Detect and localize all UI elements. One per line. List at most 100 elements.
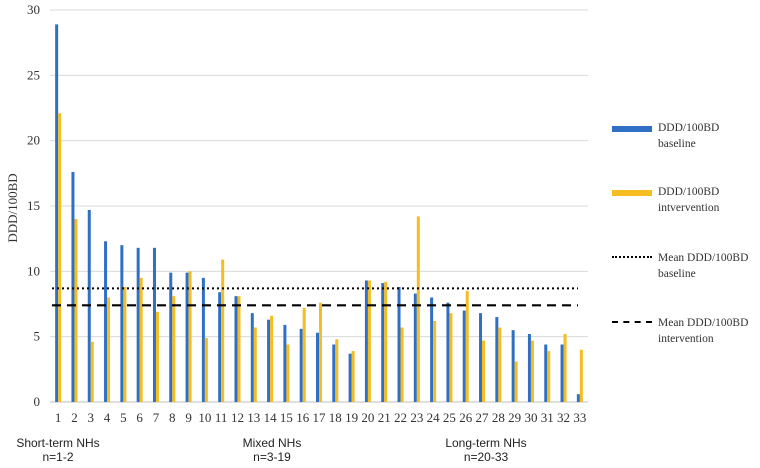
bar-intervention-8 <box>172 296 176 402</box>
reference-lines <box>52 287 578 307</box>
bar-intervention-24 <box>433 320 437 402</box>
legend-intervention-line1: DDD/100BD <box>658 186 720 198</box>
x-tick-label-7: 7 <box>153 410 160 425</box>
legend-text-intervention: DDD/100BD intvervention <box>658 184 758 216</box>
x-tick-label-11: 11 <box>215 410 228 425</box>
x-tick-label-5: 5 <box>120 410 127 425</box>
bar-intervention-17 <box>319 302 322 402</box>
bar-baseline-30 <box>527 334 531 402</box>
bar-intervention-3 <box>90 341 94 402</box>
bar-baseline-29 <box>511 330 515 402</box>
bar-intervention-32 <box>563 334 567 402</box>
x-tick-label-19: 19 <box>345 410 358 425</box>
x-tick-label-1: 1 <box>55 410 62 425</box>
x-tick-label-21: 21 <box>378 410 391 425</box>
group-label-short-term-range: n=1-2 <box>42 450 74 464</box>
x-tick-label-12: 12 <box>231 410 244 425</box>
bar-intervention-16 <box>302 307 306 402</box>
legend-swatch-mean-baseline <box>612 256 652 258</box>
x-tick-label-27: 27 <box>476 410 490 425</box>
x-tick-label-31: 31 <box>541 410 554 425</box>
bar-intervention-5 <box>123 287 127 402</box>
x-tick-label-28: 28 <box>492 410 505 425</box>
bar-intervention-6 <box>139 277 143 402</box>
bar-baseline-15 <box>283 324 287 402</box>
bar-baseline-20 <box>364 280 368 402</box>
bar-intervention-9 <box>188 271 192 402</box>
bar-baseline-23 <box>413 293 417 402</box>
legend-item-intervention: DDD/100BD intvervention <box>612 184 757 218</box>
bar-intervention-11 <box>221 259 225 402</box>
bar-baseline-31 <box>544 344 548 402</box>
x-tick-label-9: 9 <box>185 410 192 425</box>
y-tick-label-15: 15 <box>27 198 40 213</box>
bar-intervention-30 <box>530 340 534 402</box>
bar-intervention-15 <box>286 344 290 402</box>
bar-baseline-33 <box>576 394 580 402</box>
legend-item-baseline: DDD/100BD baseline <box>612 120 757 154</box>
bars <box>55 24 583 403</box>
legend-text-mean-intervention: Mean DDD/100BD intervention <box>658 315 758 347</box>
bar-baseline-25 <box>446 302 450 402</box>
bar-baseline-4 <box>104 241 108 402</box>
legend-swatch-mean-intervention <box>612 321 652 323</box>
legend-item-mean-baseline: Mean DDD/100BD baseline <box>612 250 757 284</box>
bar-baseline-8 <box>169 272 173 402</box>
y-tick-label-0: 0 <box>34 394 41 409</box>
bar-intervention-4 <box>107 297 111 402</box>
x-axis-ticks: 1 2 3 4 5 6 7 8 9 10 11 12 13 14 15 16 17 18 19 20 21 22 23 24 2… <box>55 410 586 425</box>
y-tick-label-20: 20 <box>27 133 40 148</box>
group-label-long-term: Long-term NHs n=20-33 <box>436 436 536 464</box>
x-tick-label-16: 16 <box>296 410 310 425</box>
x-tick-label-22: 22 <box>394 410 407 425</box>
x-tick-label-25: 25 <box>443 410 456 425</box>
bar-baseline-13 <box>250 313 254 402</box>
legend-mean-intervention-line2: intervention <box>658 333 714 345</box>
bar-baseline-14 <box>267 319 271 402</box>
bar-baseline-16 <box>299 328 303 402</box>
x-tick-label-14: 14 <box>264 410 278 425</box>
x-tick-label-3: 3 <box>88 410 95 425</box>
bar-baseline-2 <box>71 172 75 402</box>
bar-baseline-12 <box>234 296 238 402</box>
group-label-short-term-title: Short-term NHs <box>16 436 100 450</box>
bar-baseline-18 <box>332 344 336 402</box>
bar-intervention-27 <box>482 340 486 402</box>
bar-intervention-26 <box>465 290 469 402</box>
bar-intervention-18 <box>335 339 339 402</box>
group-label-short-term: Short-term NHs n=1-2 <box>10 436 106 464</box>
group-label-mixed-range: n=3-19 <box>253 450 291 464</box>
legend-mean-intervention-line1: Mean DDD/100BD <box>658 317 749 329</box>
x-tick-label-8: 8 <box>169 410 176 425</box>
x-tick-label-18: 18 <box>329 410 342 425</box>
bar-baseline-19 <box>348 353 352 402</box>
bar-intervention-10 <box>204 337 208 402</box>
y-tick-label-30: 30 <box>27 2 40 17</box>
x-tick-label-17: 17 <box>313 410 327 425</box>
bar-baseline-17 <box>316 332 319 402</box>
x-tick-label-20: 20 <box>361 410 374 425</box>
x-tick-label-29: 29 <box>508 410 521 425</box>
bar-baseline-9 <box>185 272 189 402</box>
bar-baseline-21 <box>381 283 385 402</box>
x-tick-label-13: 13 <box>247 410 260 425</box>
bar-baseline-11 <box>218 292 222 402</box>
x-tick-label-4: 4 <box>104 410 111 425</box>
bar-intervention-28 <box>498 327 502 402</box>
group-label-long-term-title: Long-term NHs <box>445 436 527 450</box>
y-tick-label-5: 5 <box>34 329 41 344</box>
legend-baseline-line1: DDD/100BD <box>658 122 720 134</box>
bar-baseline-5 <box>120 245 124 402</box>
y-tick-label-25: 25 <box>27 67 40 82</box>
bar-baseline-32 <box>560 344 564 402</box>
legend-intervention-line2: intvervention <box>658 202 720 214</box>
legend-mean-baseline-line1: Mean DDD/100BD <box>658 252 749 264</box>
bar-intervention-7 <box>155 311 159 402</box>
bar-baseline-1 <box>55 24 59 403</box>
legend-text-mean-baseline: Mean DDD/100BD baseline <box>658 250 758 282</box>
bar-intervention-12 <box>237 296 241 402</box>
y-tick-label-10: 10 <box>27 263 40 278</box>
x-tick-label-10: 10 <box>198 410 211 425</box>
y-axis-label: DDD/100BD <box>5 173 20 242</box>
